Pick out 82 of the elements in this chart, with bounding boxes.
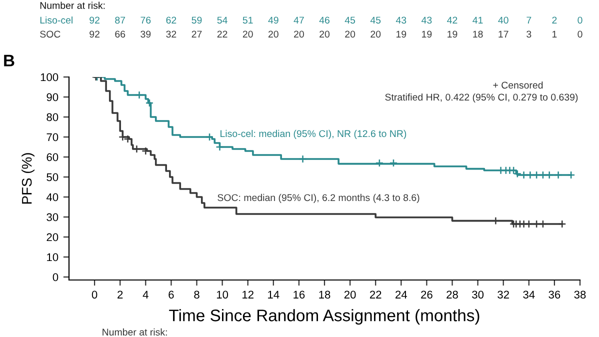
data-label: 62 <box>166 16 176 24</box>
x-tick-label: 36 <box>548 290 560 299</box>
data-label: 17 <box>498 30 508 38</box>
text: Number at risk: <box>102 328 167 336</box>
y-tick-label: 0 <box>52 273 58 282</box>
x-tick-label: 4 <box>142 290 148 298</box>
x-tick-label: 30 <box>472 290 484 299</box>
data-label: 20 <box>294 30 304 38</box>
annotation: + Censored <box>493 81 543 89</box>
y-tick-label: 50 <box>46 173 58 182</box>
data-label: 2 <box>552 16 557 24</box>
data-label: 59 <box>192 16 202 24</box>
x-tick-label: 10 <box>216 290 228 299</box>
x-tick-label: 28 <box>446 290 458 299</box>
y-tick-label: 90 <box>46 93 58 102</box>
data-label: 54 <box>217 16 228 24</box>
chart-title: Number at risk: <box>40 2 105 9</box>
x-tick-label: 32 <box>498 290 509 299</box>
data-label: 3 <box>526 30 532 38</box>
data-label: 49 <box>268 16 278 24</box>
data-label: 40 <box>498 16 508 24</box>
data-label: 22 <box>217 30 228 38</box>
data-label: 19 <box>422 30 432 38</box>
data-label: 92 <box>90 16 100 24</box>
data-label: 43 <box>396 16 406 24</box>
x-tick-label: 14 <box>268 290 280 298</box>
y-tick-label: 30 <box>46 213 58 222</box>
data-label: 20 <box>370 30 381 38</box>
data-label: 20 <box>320 30 330 38</box>
data-label: 39 <box>140 30 151 38</box>
x-tick-label: 8 <box>194 290 200 299</box>
y-tick-label: 40 <box>46 193 58 202</box>
x-tick-label: 38 <box>574 290 586 299</box>
data-label: 19 <box>396 30 406 38</box>
data-label: 0 <box>578 30 582 38</box>
data-label: 20 <box>242 30 253 38</box>
x-tick-label: 2 <box>118 290 123 298</box>
y-tick-label: 10 <box>47 253 58 262</box>
x-tick-label: 24 <box>396 290 408 298</box>
y-tick-label: SOC <box>40 30 60 38</box>
annotation: SOC: median (95% CI), 6.2 months (4.3 to 8.6) <box>218 194 420 203</box>
x-tick-label: 22 <box>370 290 382 298</box>
y-axis-title: PFS (%) <box>22 153 34 204</box>
y-tick-label: 20 <box>46 233 58 242</box>
chart-title: B <box>4 54 14 66</box>
data-label: 43 <box>422 16 432 24</box>
data-label: 7 <box>526 16 532 24</box>
data-label: 47 <box>294 16 304 24</box>
x-tick-label: 6 <box>168 290 174 299</box>
data-label: 20 <box>268 30 278 38</box>
annotation: Stratified HR, 0.422 (95% CI, 0.279 to 0.639) <box>385 93 578 103</box>
x-axis-title: Time Since Random Assignment (months) <box>169 309 480 325</box>
x-tick-label: 18 <box>319 290 330 299</box>
x-tick-label: 0 <box>92 290 98 299</box>
x-tick-label: 16 <box>294 290 305 299</box>
data-label: 76 <box>140 16 151 24</box>
y-tick-label: 70 <box>46 133 58 142</box>
y-tick-label: 100 <box>40 73 58 82</box>
data-label: 45 <box>344 16 356 24</box>
data-label: 46 <box>319 16 330 24</box>
data-label: 41 <box>472 16 483 24</box>
data-label: 1 <box>552 30 557 38</box>
annotation: Liso-cel: median (95% CI), NR (12.6 to NR) <box>220 130 406 139</box>
y-tick-label: Liso-cel <box>40 16 72 24</box>
y-tick-label: 80 <box>46 113 58 122</box>
data-label: 19 <box>448 30 458 38</box>
x-tick-label: 20 <box>344 290 356 299</box>
data-label: 51 <box>242 16 253 24</box>
x-tick-label: 34 <box>523 290 535 299</box>
data-label: 20 <box>345 30 356 38</box>
data-label: 27 <box>192 30 202 38</box>
data-label: 87 <box>115 16 126 24</box>
data-label: 42 <box>447 16 458 24</box>
data-label: 0 <box>578 16 582 24</box>
data-label: 92 <box>90 30 100 38</box>
data-label: 45 <box>370 16 381 24</box>
x-tick-label: 12 <box>242 290 254 298</box>
data-label: 18 <box>473 30 483 38</box>
y-tick-label: 60 <box>46 153 58 162</box>
data-label: 32 <box>166 30 176 38</box>
x-tick-label: 26 <box>421 290 432 299</box>
data-label: 66 <box>115 30 126 38</box>
